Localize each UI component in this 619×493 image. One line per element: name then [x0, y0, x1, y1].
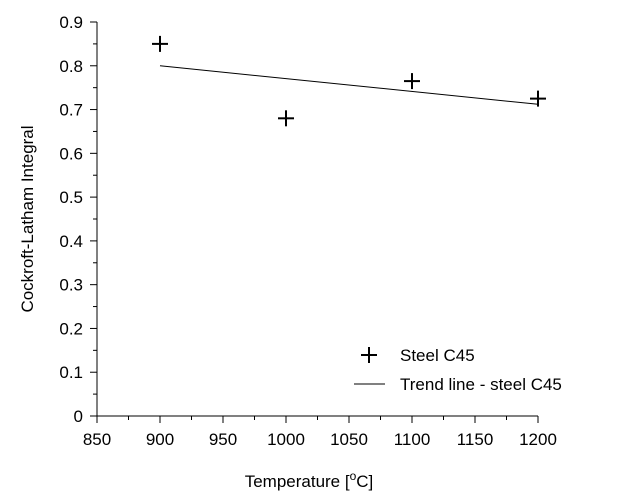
- x-ticks: 850 900 950 1000 1050 1100 1150 1200: [83, 416, 557, 449]
- x-tick-label: 1100: [394, 430, 431, 449]
- x-tick-label: 850: [83, 430, 111, 449]
- data-point-plus-marker: [404, 73, 420, 90]
- y-tick-label: 0.1: [59, 363, 83, 382]
- legend-label-steel-c45: Steel C45: [400, 346, 475, 365]
- legend-marker-plus: [361, 347, 377, 363]
- y-ticks: 0 0.1 0.2 0.3 0.4 0.5 0.6 0.7 0.8 0.9: [59, 13, 97, 426]
- y-tick-label: 0.2: [59, 319, 83, 338]
- x-tick-label: 1050: [330, 430, 368, 449]
- x-axis-title: Temperature [oC]: [245, 469, 374, 491]
- legend-label-trend-line: Trend line - steel C45: [400, 375, 562, 394]
- x-tick-label: 1200: [519, 430, 557, 449]
- data-point-plus-marker: [278, 110, 294, 127]
- data-point-plus-marker: [152, 35, 168, 52]
- trend-line: [159, 65, 539, 105]
- legend-item-steel-c45: Steel C45: [361, 346, 475, 365]
- y-tick-label: 0.5: [59, 188, 83, 207]
- y-tick-label: 0.3: [59, 276, 83, 295]
- y-tick-label: 0: [74, 407, 83, 426]
- y-tick-label: 0.7: [59, 101, 83, 120]
- x-axis-title-unit-superscript: o: [350, 469, 357, 483]
- x-tick-label: 1150: [457, 430, 494, 449]
- plot-area: [152, 35, 546, 127]
- legend-item-trend-line: Trend line - steel C45: [354, 375, 562, 394]
- x-tick-label: 1000: [267, 430, 305, 449]
- legend: Steel C45 Trend line - steel C45: [354, 346, 562, 394]
- x-axis-title-unit-tail: C]: [356, 472, 373, 491]
- x-tick-label: 950: [209, 430, 237, 449]
- y-tick-label: 0.6: [59, 144, 83, 163]
- y-tick-label: 0.8: [59, 57, 83, 76]
- y-tick-label: 0.9: [59, 13, 83, 32]
- y-axis-title: Cockroft-Latham Integral: [18, 125, 37, 312]
- x-axis-title-main: Temperature [: [245, 472, 350, 491]
- x-tick-label: 900: [146, 430, 174, 449]
- y-tick-label: 0.4: [59, 232, 83, 251]
